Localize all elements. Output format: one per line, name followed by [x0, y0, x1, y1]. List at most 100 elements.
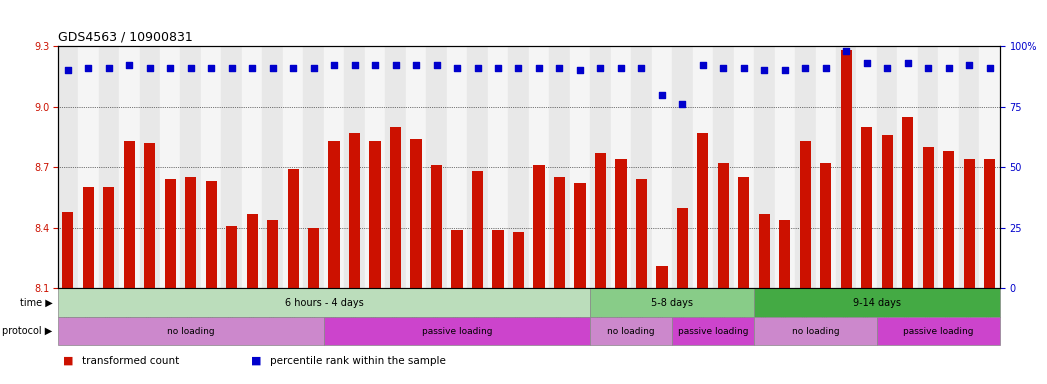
Bar	[836, 46, 856, 288]
Point	[633, 65, 650, 71]
Bar	[385, 46, 406, 288]
Point	[407, 62, 424, 68]
Bar	[431, 165, 442, 288]
Bar	[370, 141, 381, 288]
Bar	[164, 179, 176, 288]
Text: 5-8 days: 5-8 days	[651, 298, 693, 308]
Bar	[938, 46, 959, 288]
Bar	[570, 46, 591, 288]
Point	[490, 65, 507, 71]
Bar	[160, 46, 180, 288]
Text: percentile rank within the sample: percentile rank within the sample	[270, 356, 446, 366]
Bar	[800, 141, 811, 288]
Text: time ▶: time ▶	[20, 298, 52, 308]
Bar	[877, 46, 897, 288]
Bar	[533, 165, 544, 288]
Point	[244, 65, 261, 71]
Bar	[693, 46, 713, 288]
Bar	[58, 317, 324, 346]
Bar	[144, 143, 155, 288]
Bar	[922, 147, 934, 288]
Bar	[389, 127, 401, 288]
Bar	[467, 46, 488, 288]
Bar	[222, 46, 242, 288]
Bar	[508, 46, 529, 288]
Bar	[308, 228, 319, 288]
Bar	[754, 46, 775, 288]
Bar	[861, 127, 872, 288]
Bar	[492, 230, 504, 288]
Point	[264, 65, 281, 71]
Point	[347, 62, 363, 68]
Point	[120, 62, 137, 68]
Bar	[697, 133, 709, 288]
Text: protocol ▶: protocol ▶	[2, 326, 52, 336]
Bar	[616, 159, 626, 288]
Point	[366, 62, 383, 68]
Point	[797, 65, 814, 71]
Bar	[672, 46, 693, 288]
Bar	[959, 46, 979, 288]
Bar	[201, 46, 222, 288]
Point	[818, 65, 834, 71]
Bar	[550, 46, 570, 288]
Point	[592, 65, 608, 71]
Point	[612, 65, 629, 71]
Point	[101, 65, 117, 71]
Bar	[877, 317, 1000, 346]
Bar	[324, 317, 591, 346]
Text: passive loading: passive loading	[677, 327, 749, 336]
Bar	[406, 46, 426, 288]
Bar	[329, 141, 340, 288]
Point	[838, 48, 854, 54]
Bar	[734, 46, 754, 288]
Point	[306, 65, 322, 71]
Point	[469, 65, 486, 71]
Bar	[185, 177, 197, 288]
Bar	[897, 46, 918, 288]
Text: no loading: no loading	[792, 327, 840, 336]
Text: 6 hours - 4 days: 6 hours - 4 days	[285, 298, 363, 308]
Bar	[205, 181, 217, 288]
Bar	[591, 288, 754, 317]
Bar	[263, 46, 283, 288]
Bar	[364, 46, 385, 288]
Bar	[779, 220, 790, 288]
Point	[428, 62, 445, 68]
Bar	[918, 46, 938, 288]
Bar	[62, 212, 73, 288]
Bar	[816, 46, 836, 288]
Bar	[759, 214, 770, 288]
Bar	[856, 46, 877, 288]
Point	[60, 67, 76, 73]
Text: no loading: no loading	[166, 327, 215, 336]
Bar	[754, 288, 1000, 317]
Point	[203, 65, 220, 71]
Point	[653, 91, 670, 98]
Text: transformed count: transformed count	[82, 356, 179, 366]
Bar	[98, 46, 119, 288]
Point	[756, 67, 773, 73]
Point	[510, 65, 527, 71]
Bar	[795, 46, 816, 288]
Point	[878, 65, 895, 71]
Point	[531, 65, 548, 71]
Bar	[672, 317, 754, 346]
Point	[80, 65, 96, 71]
Bar	[820, 163, 831, 288]
Text: no loading: no loading	[607, 327, 655, 336]
Point	[141, 65, 158, 71]
Point	[920, 65, 937, 71]
Bar	[738, 177, 750, 288]
Text: ■: ■	[63, 356, 73, 366]
Text: 9-14 days: 9-14 days	[853, 298, 901, 308]
Bar	[124, 141, 135, 288]
Text: ■: ■	[251, 356, 262, 366]
Bar	[754, 317, 877, 346]
Text: passive loading: passive loading	[904, 327, 974, 336]
Bar	[554, 177, 565, 288]
Bar	[676, 207, 688, 288]
Bar	[242, 46, 263, 288]
Point	[223, 65, 240, 71]
Point	[694, 62, 711, 68]
